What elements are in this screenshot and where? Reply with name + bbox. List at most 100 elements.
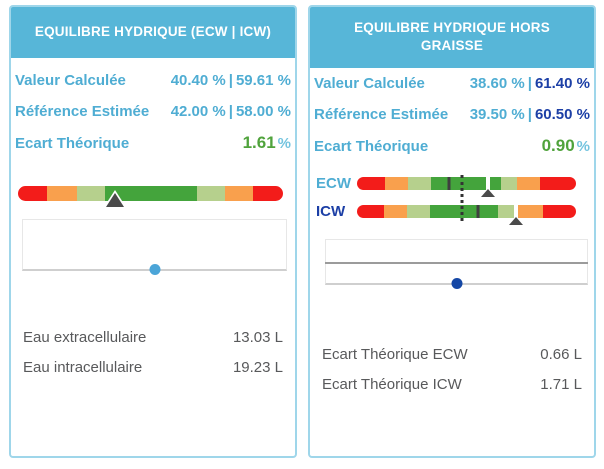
detail-value: 0.66 L — [540, 346, 582, 363]
gauge-segment-red — [357, 177, 385, 190]
detail-value: 1.71 L — [540, 376, 582, 393]
gauge-segment-orange — [384, 205, 408, 218]
value-separator: | — [527, 106, 532, 123]
gauge-segment-orange — [516, 177, 541, 190]
gauge-label-ecw: ECW — [316, 175, 351, 192]
value-marker — [478, 177, 497, 198]
balance-slider-track — [22, 219, 287, 275]
stat-value: 0.90% — [542, 136, 590, 156]
gauge-segment-orange — [224, 186, 253, 201]
stat-label: Référence Estimée — [15, 103, 150, 120]
stat-row-valeur-calculee: Valeur Calculée 38.60 % | 61.40 % — [314, 74, 590, 93]
stat-row-reference-estimee: Référence Estimée 39.50 % | 60.50 % — [314, 105, 590, 124]
panel-body: Valeur Calculée 38.60 % | 61.40 % Référenc… — [310, 68, 594, 393]
gauge-segment-lightgreen — [498, 205, 519, 218]
gauge-segment-lightgreen — [500, 177, 517, 190]
detail-row: Ecart Théorique ECW 0.66 L — [322, 346, 582, 363]
value-marker — [101, 190, 128, 210]
ecart-unit: % — [576, 138, 590, 155]
detail-row: Eau extracellulaire 13.03 L — [23, 329, 283, 346]
stat-value: 39.50 % | 60.50 % — [470, 105, 590, 124]
detail-value: 13.03 L — [232, 329, 283, 346]
details-section: Ecart Théorique ECW 0.66 L Ecart Théoriq… — [313, 346, 591, 393]
gauge-segment-orange — [47, 186, 78, 201]
panel-equilibre-hydrique-hors-graisse: EQUILIBRE HYDRIQUE HORS GRAISSE Valeur C… — [308, 5, 596, 458]
stat-row-ecart-theorique: Ecart Théorique 0.90% — [314, 136, 590, 155]
reference-tick — [447, 177, 451, 190]
value-separator: | — [527, 75, 532, 92]
value-icw: 58.00 % — [235, 103, 291, 120]
panel-title: EQUILIBRE HYDRIQUE (ECW | ICW) — [11, 7, 295, 58]
hydration-gauge-zone — [18, 186, 283, 210]
stat-value: 42.00 % | 58.00 % — [171, 102, 291, 121]
value-separator: | — [228, 103, 233, 120]
value-separator: | — [228, 72, 233, 89]
stat-label: Ecart Théorique — [15, 135, 130, 152]
ecart-unit: % — [277, 135, 291, 152]
gauge-segment-orange — [384, 177, 408, 190]
detail-label: Ecart Théorique ICW — [322, 376, 462, 393]
value-ecw: 40.40 % — [170, 72, 226, 89]
value-icw: 61.40 % — [534, 75, 590, 92]
stat-label: Valeur Calculée — [15, 72, 126, 89]
ecart-value: 1.61 — [242, 133, 276, 152]
stat-value: 40.40 % | 59.61 % — [171, 71, 291, 90]
slider-handle[interactable] — [149, 264, 160, 275]
gauge-segment-red — [540, 177, 576, 190]
stat-row-ecart-theorique: Ecart Théorique 1.61% — [15, 133, 291, 152]
gauge-segment-lightgreen — [196, 186, 225, 201]
gauge-segments — [357, 177, 576, 190]
ecart-value: 0.90 — [541, 136, 575, 155]
detail-label: Ecart Théorique ECW — [322, 346, 468, 363]
gauge-bar — [357, 205, 576, 226]
value-ecw: 38.60 % — [469, 75, 525, 92]
gauge-row: ICW — [316, 202, 576, 226]
report-canvas: EQUILIBRE HYDRIQUE (ECW | ICW) Valeur Ca… — [9, 5, 596, 458]
stat-value: 38.60 % | 61.40 % — [470, 74, 590, 93]
gauge-segment-red — [542, 205, 576, 218]
details-section: Eau extracellulaire 13.03 L Eau intracel… — [14, 329, 292, 376]
panel-title: EQUILIBRE HYDRIQUE HORS GRAISSE — [310, 7, 594, 68]
gauge-segment-red — [357, 205, 385, 218]
value-marker — [506, 205, 525, 226]
gauge-bar — [357, 175, 576, 221]
stat-label: Référence Estimée — [314, 106, 449, 123]
dotted-reference-line — [460, 175, 464, 221]
gauge-segment-red — [18, 186, 48, 201]
marker-triangle — [105, 193, 124, 207]
value-ecw: 42.00 % — [170, 103, 226, 120]
gauge-segment-green — [429, 205, 499, 218]
gauge-bar — [18, 186, 283, 210]
panel-body: Valeur Calculée 40.40 % | 59.61 % Référenc… — [11, 58, 295, 376]
gauge-label-icw: ICW — [316, 203, 346, 220]
hydration-gauge-zone: ECW ICW — [316, 174, 576, 226]
gauge-row: ECW — [316, 174, 576, 221]
value-icw: 60.50 % — [534, 106, 590, 123]
detail-label: Eau intracellulaire — [23, 359, 143, 376]
stat-label: Valeur Calculée — [314, 75, 425, 92]
detail-row: Eau intracellulaire 19.23 L — [23, 359, 283, 376]
reference-tick — [476, 205, 480, 218]
stat-value: 1.61% — [243, 133, 291, 153]
detail-row: Ecart Théorique ICW 1.71 L — [322, 376, 582, 393]
marker-triangle — [508, 217, 523, 225]
stat-row-reference-estimee: Référence Estimée 42.00 % | 58.00 % — [15, 102, 291, 121]
panel-equilibre-hydrique-ecw-icw: EQUILIBRE HYDRIQUE (ECW | ICW) Valeur Ca… — [9, 5, 297, 458]
stat-label: Ecart Théorique — [314, 138, 429, 155]
marker-notch — [513, 205, 518, 218]
gauge-segment-green — [105, 186, 197, 201]
gauge-segment-red — [253, 186, 283, 201]
gauge-segment-orange — [518, 205, 543, 218]
balance-slider-track — [325, 239, 588, 289]
marker-triangle — [480, 189, 495, 197]
value-icw: 59.61 % — [235, 72, 291, 89]
gauge-row — [18, 186, 283, 210]
gauge-segments — [18, 186, 283, 201]
detail-value: 19.23 L — [232, 359, 283, 376]
gauge-segment-lightgreen — [77, 186, 106, 201]
slider-divider-line — [325, 262, 588, 264]
gauge-segment-lightgreen — [407, 205, 430, 218]
slider-handle[interactable] — [451, 278, 462, 289]
marker-notch — [485, 177, 490, 190]
detail-label: Eau extracellulaire — [23, 329, 147, 346]
